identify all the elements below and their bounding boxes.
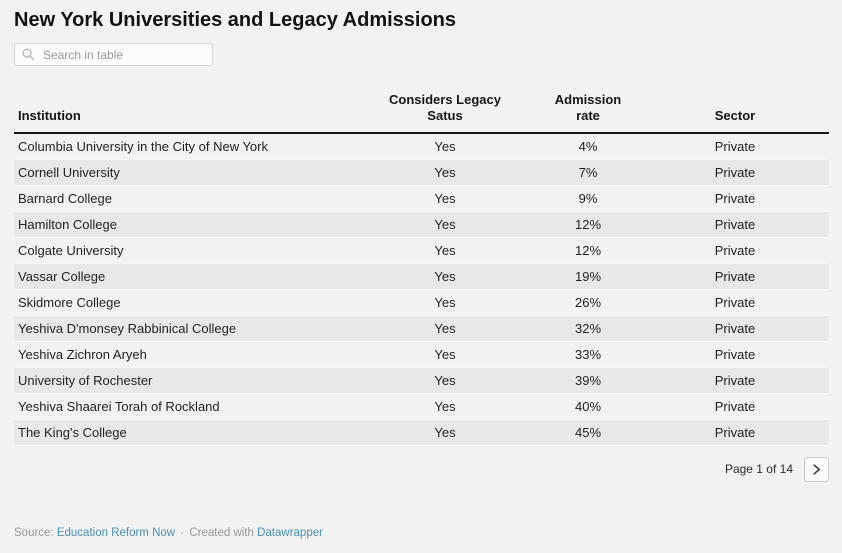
footer: Source: Education Reform Now · Created w… — [14, 527, 323, 539]
table-row: Skidmore College Yes 26% Private — [14, 289, 829, 316]
table-row: Colgate University Yes 12% Private — [14, 237, 829, 264]
table-row: The King's College Yes 45% Private — [14, 419, 829, 446]
chart-container: New York Universities and Legacy Admissi… — [0, 8, 842, 482]
table-cell: Colgate University — [14, 237, 355, 264]
table-cell: 12% — [535, 211, 641, 238]
table-row: Barnard College Yes 9% Private — [14, 185, 829, 212]
column-header-legacy-status: Considers Legacy Satus — [355, 92, 535, 134]
table-cell: Private — [641, 393, 829, 420]
table-cell: Yes — [355, 185, 535, 212]
table-cell: 12% — [535, 237, 641, 264]
table-cell: Private — [641, 133, 829, 160]
table-cell: 45% — [535, 419, 641, 446]
table-cell: Yes — [355, 367, 535, 394]
next-page-button[interactable] — [804, 456, 829, 482]
source-link[interactable]: Education Reform Now — [56, 527, 176, 539]
table-row: University of Rochester Yes 39% Private — [14, 367, 829, 394]
pagination: Page 1 of 14 — [14, 456, 829, 482]
table-cell: Private — [641, 315, 829, 342]
chevron-right-icon — [813, 463, 820, 475]
table-cell: 19% — [535, 263, 641, 290]
table-cell: Vassar College — [14, 263, 355, 290]
source-label: Source: — [14, 527, 54, 539]
page-indicator: Page 1 of 14 — [724, 462, 793, 476]
table-cell: 33% — [535, 341, 641, 368]
separator-dot: · — [180, 527, 185, 539]
table-cell: Yes — [355, 393, 535, 420]
table-cell: Yes — [355, 159, 535, 186]
table-cell: Yes — [355, 315, 535, 342]
table-cell: 4% — [535, 133, 641, 160]
table-cell: University of Rochester — [14, 367, 355, 394]
table-cell: 39% — [535, 367, 641, 394]
table-cell: Private — [641, 237, 829, 264]
legacy-admissions-table: Institution Considers Legacy Satus Admis… — [14, 92, 829, 446]
table-row: Yeshiva D'monsey Rabbinical College Yes 32… — [14, 315, 829, 342]
page-title: New York Universities and Legacy Admissi… — [14, 9, 457, 31]
table-cell: Private — [641, 289, 829, 316]
table-header: Institution Considers Legacy Satus Admis… — [14, 92, 829, 134]
table-cell: Barnard College — [14, 185, 355, 212]
table-cell: Yeshiva Shaarei Torah of Rockland — [14, 393, 355, 420]
table-cell: Skidmore College — [14, 289, 355, 316]
table-cell: Private — [641, 341, 829, 368]
table-cell: Yeshiva Zichron Aryeh — [14, 341, 355, 368]
table-cell: 7% — [535, 159, 641, 186]
column-header-admission-rate: Admission rate — [535, 92, 641, 134]
table-cell: Yes — [355, 133, 535, 160]
table-cell: 32% — [535, 315, 641, 342]
table-cell: 26% — [535, 289, 641, 316]
table-cell: Cornell University — [14, 159, 355, 186]
table-cell: Yes — [355, 341, 535, 368]
table-cell: Private — [641, 211, 829, 238]
table-cell: The King's College — [14, 419, 355, 446]
table-row: Yeshiva Shaarei Torah of Rockland Yes 40% P… — [14, 393, 829, 420]
table-cell: Yes — [355, 211, 535, 238]
table-row: Hamilton College Yes 12% Private — [14, 211, 829, 238]
table-cell: Private — [641, 159, 829, 186]
table-cell: Private — [641, 185, 829, 212]
table-cell: Yes — [355, 263, 535, 290]
table-cell: Private — [641, 419, 829, 446]
table-row: Columbia University in the City of New Y… — [14, 133, 829, 160]
table-cell: 9% — [535, 185, 641, 212]
datawrapper-link[interactable]: Datawrapper — [257, 527, 323, 539]
table-row: Cornell University Yes 7% Private — [14, 159, 829, 186]
table-cell: 40% — [535, 393, 641, 420]
table-row: Vassar College Yes 19% Private — [14, 263, 829, 290]
table-row: Yeshiva Zichron Aryeh Yes 33% Private — [14, 341, 829, 368]
table-body: Columbia University in the City of New Y… — [14, 133, 829, 446]
table-cell: Private — [641, 367, 829, 394]
table-cell: Hamilton College — [14, 211, 355, 238]
column-header-sector: Sector — [641, 92, 829, 134]
table-cell: Columbia University in the City of New Y… — [14, 133, 355, 160]
table-cell: Yes — [355, 289, 535, 316]
column-header-institution: Institution — [14, 92, 355, 134]
created-with-label: Created with — [189, 527, 254, 539]
search-input[interactable] — [14, 43, 213, 66]
table-cell: Private — [641, 263, 829, 290]
table-cell: Yes — [355, 419, 535, 446]
search-box — [14, 43, 213, 66]
table-cell: Yeshiva D'monsey Rabbinical College — [14, 315, 355, 342]
table-cell: Yes — [355, 237, 535, 264]
